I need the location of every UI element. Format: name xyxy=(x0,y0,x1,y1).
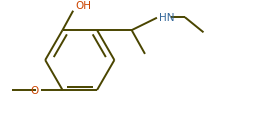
Text: OH: OH xyxy=(76,1,92,10)
Text: HN: HN xyxy=(159,13,174,23)
Text: O: O xyxy=(30,85,39,95)
